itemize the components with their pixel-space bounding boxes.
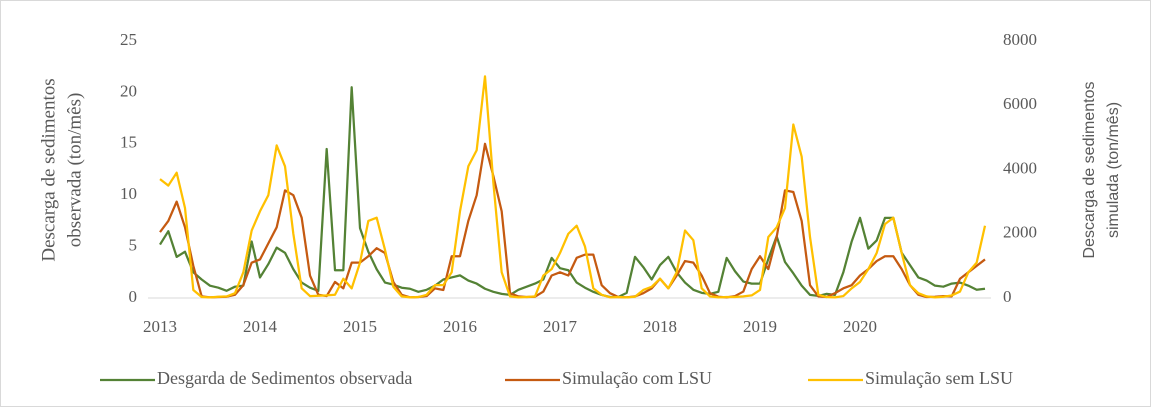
- legend-label: Desgarda de Sedimentos observada: [157, 368, 412, 388]
- y2-tick-label: 8000: [1003, 30, 1037, 49]
- x-tick-label: 2017: [543, 317, 578, 336]
- y2-axis-title: Descarga de sedimentos: [1081, 82, 1098, 259]
- legend-label: Simulação sem LSU: [865, 368, 1013, 388]
- x-tick-label: 2020: [843, 317, 877, 336]
- y2-tick-label: 6000: [1003, 94, 1037, 113]
- y2-tick-label: 0: [1003, 287, 1012, 306]
- x-tick-label: 2013: [143, 317, 177, 336]
- x-tick-label: 2015: [343, 317, 377, 336]
- x-tick-label: 2016: [443, 317, 477, 336]
- x-tick-label: 2014: [243, 317, 278, 336]
- x-tick-label: 2019: [743, 317, 777, 336]
- series-line: [159, 142, 986, 299]
- y-axis-title: Descarga de sedimentos: [38, 78, 59, 261]
- y-tick-label: 25: [120, 30, 137, 49]
- y2-axis-title: simulada (ton/mês): [1105, 102, 1122, 238]
- x-tick-label: 2018: [643, 317, 677, 336]
- y2-tick-label: 4000: [1003, 158, 1037, 177]
- y-tick-label: 0: [129, 287, 138, 306]
- y-tick-label: 20: [120, 81, 137, 100]
- y2-tick-label: 2000: [1003, 223, 1037, 242]
- legend-label: Simulação com LSU: [562, 368, 712, 388]
- series-line: [159, 86, 986, 299]
- y-tick-label: 10: [120, 184, 137, 203]
- y-axis-title: observada (ton/mês): [64, 93, 85, 248]
- series-line: [159, 75, 987, 299]
- y-tick-label: 15: [120, 133, 137, 152]
- y-tick-label: 5: [129, 236, 138, 255]
